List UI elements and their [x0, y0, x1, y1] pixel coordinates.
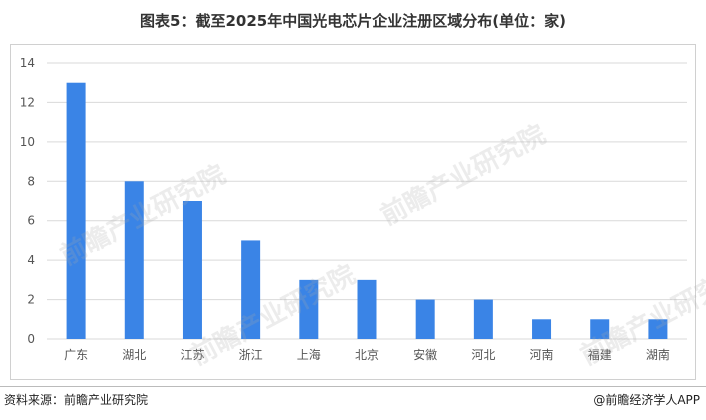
bar: [473, 299, 493, 339]
bar: [590, 319, 610, 339]
y-tick-label: 14: [20, 56, 35, 70]
x-tick-label: 河北: [471, 348, 495, 362]
bar-chart: 0 2 4 6 8 10 12 14 广东 湖北 江苏 浙江 上海 北京 安徽 河北 河南 福建 湖南: [20, 56, 687, 362]
bar: [415, 299, 435, 339]
chart-title: 图表5：截至2025年中国光电芯片企业注册区域分布(单位：家): [140, 12, 566, 30]
x-tick-label: 湖北: [122, 347, 146, 362]
bar: [299, 279, 319, 339]
bar: [182, 201, 202, 339]
x-tick-label: 安徽: [413, 347, 437, 362]
y-tick-label: 6: [27, 214, 35, 228]
bar: [66, 82, 86, 339]
footer-divider: [0, 386, 706, 387]
bar: [357, 279, 377, 339]
bar: [532, 319, 552, 339]
source-note: 资料来源：前瞻产业研究院: [4, 393, 149, 407]
x-tick-label: 湖南: [646, 347, 670, 362]
x-tick-label: 福建: [588, 347, 612, 362]
chart-frame: 0 2 4 6 8 10 12 14 广东 湖北 江苏 浙江 上海 北京 安徽 河北 河南 福建 湖南 前瞻产业研究…: [10, 44, 706, 380]
y-tick-label: 4: [27, 253, 35, 267]
x-tick-label: 广东: [64, 348, 88, 362]
bar: [241, 240, 261, 339]
x-tick-label: 北京: [355, 348, 379, 362]
x-tick-label: 上海: [297, 347, 321, 362]
y-tick-label: 2: [27, 293, 35, 307]
y-tick-label: 12: [20, 95, 35, 109]
bar: [648, 319, 668, 339]
bar: [124, 181, 144, 339]
brand-credit: @前瞻经济学人APP: [593, 393, 700, 407]
x-tick-label: 浙江: [239, 348, 263, 362]
x-tick-label: 江苏: [180, 348, 204, 362]
y-tick-label: 8: [27, 174, 35, 188]
y-tick-label: 0: [27, 332, 35, 346]
y-tick-label: 10: [20, 135, 35, 149]
x-tick-label: 河南: [530, 347, 554, 362]
